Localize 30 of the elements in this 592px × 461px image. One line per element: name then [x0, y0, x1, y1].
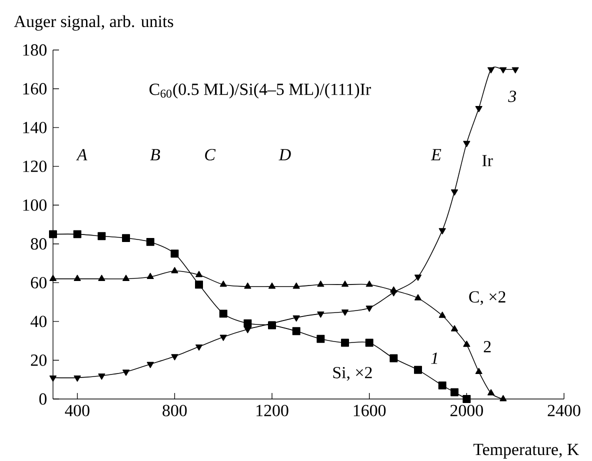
y-tick-label: 20 — [30, 354, 47, 366]
series-label: C, ×2 — [469, 291, 506, 306]
y-tick-label: 0 — [39, 393, 47, 405]
y-tick-label: 80 — [30, 238, 47, 250]
y-tick-label: 100 — [23, 199, 47, 211]
annotation: 2 — [484, 341, 491, 352]
annotation: C — [205, 149, 216, 160]
x-tick-label: 1200 — [256, 404, 288, 416]
series-label: Si, ×2 — [333, 366, 372, 381]
annotation: B — [150, 149, 160, 160]
annotation: 1 — [431, 352, 438, 364]
x-tick-label: 400 — [64, 404, 90, 416]
y-tick-label: 120 — [23, 160, 47, 172]
y-tick-label: 180 — [23, 44, 47, 56]
x-tick-label: 2400 — [548, 404, 580, 416]
y-tick-label: 140 — [23, 122, 47, 134]
annotation: C$_{60}$(0.5 ML)/Si(4–5 ML)/(111)Ir — [149, 83, 371, 99]
x-axis-title: Temperature, K — [473, 444, 580, 459]
y-tick-label: 160 — [23, 83, 47, 94]
y-tick-label: 60 — [30, 276, 47, 288]
y-tick-label: 40 — [30, 316, 47, 328]
annotation: E — [430, 149, 442, 160]
x-tick-label: 800 — [162, 404, 187, 416]
annotation: D — [278, 149, 291, 160]
x-tick-label: 2000 — [450, 404, 483, 416]
x-tick-label: 1600 — [354, 404, 386, 416]
annotation: 3 — [508, 90, 516, 102]
series-label: Ir — [482, 155, 493, 166]
y-axis-title: Auger signal, arb. units — [14, 15, 174, 31]
annotation: A — [76, 149, 88, 160]
